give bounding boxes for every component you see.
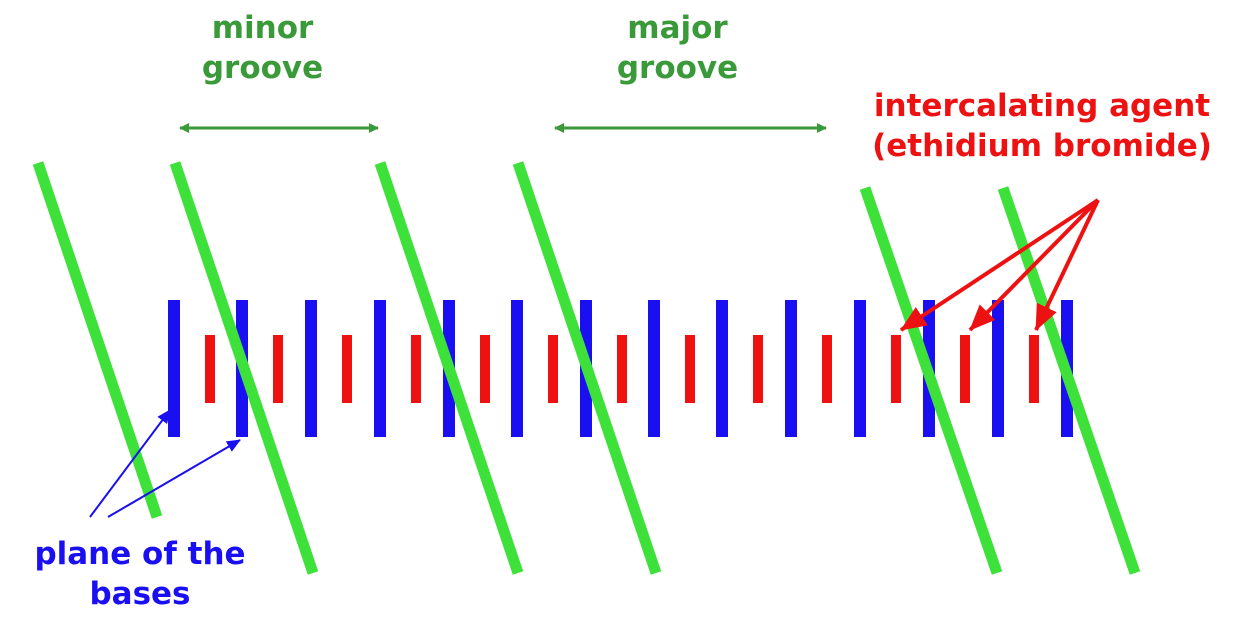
base-pair	[648, 300, 660, 437]
backbone-strand	[374, 161, 524, 575]
base-pair	[785, 300, 797, 437]
plane-of-bases-arrows	[89, 409, 241, 518]
intercalator	[753, 335, 763, 403]
intercalator	[617, 335, 627, 403]
intercalating-agent-arrows	[899, 198, 1100, 332]
intercalator	[342, 335, 352, 403]
backbone-strand	[32, 161, 163, 519]
intercalator-molecules	[205, 335, 1039, 403]
base-pair	[716, 300, 728, 437]
intercalator	[960, 335, 970, 403]
minor-groove-label: minor groove	[201, 10, 324, 86]
base-pair	[168, 300, 180, 437]
intercalator	[1029, 335, 1039, 403]
intercalator	[411, 335, 421, 403]
major-groove-label: major groove	[616, 10, 739, 86]
intercalator	[273, 335, 283, 403]
base-pair	[511, 300, 523, 437]
backbone-strand	[169, 161, 319, 575]
intercalator	[480, 335, 490, 403]
base-pair	[374, 300, 386, 437]
intercalator	[822, 335, 832, 403]
base-pair	[854, 300, 866, 437]
plane-of-bases-label: plane of the bases	[34, 536, 246, 612]
intercalator	[205, 335, 215, 403]
base-pairs	[168, 300, 1073, 437]
intercalating-agent-label: intercalating agent (ethidium bromide)	[872, 88, 1212, 164]
backbone-strand	[859, 186, 1003, 575]
intercalator	[548, 335, 558, 403]
base-pair	[992, 300, 1004, 437]
backbone-strand	[997, 186, 1141, 575]
backbone-strands	[32, 161, 1141, 575]
base-pair	[305, 300, 317, 437]
intercalator	[685, 335, 695, 403]
intercalator	[891, 335, 901, 403]
backbone-strand	[512, 161, 662, 575]
